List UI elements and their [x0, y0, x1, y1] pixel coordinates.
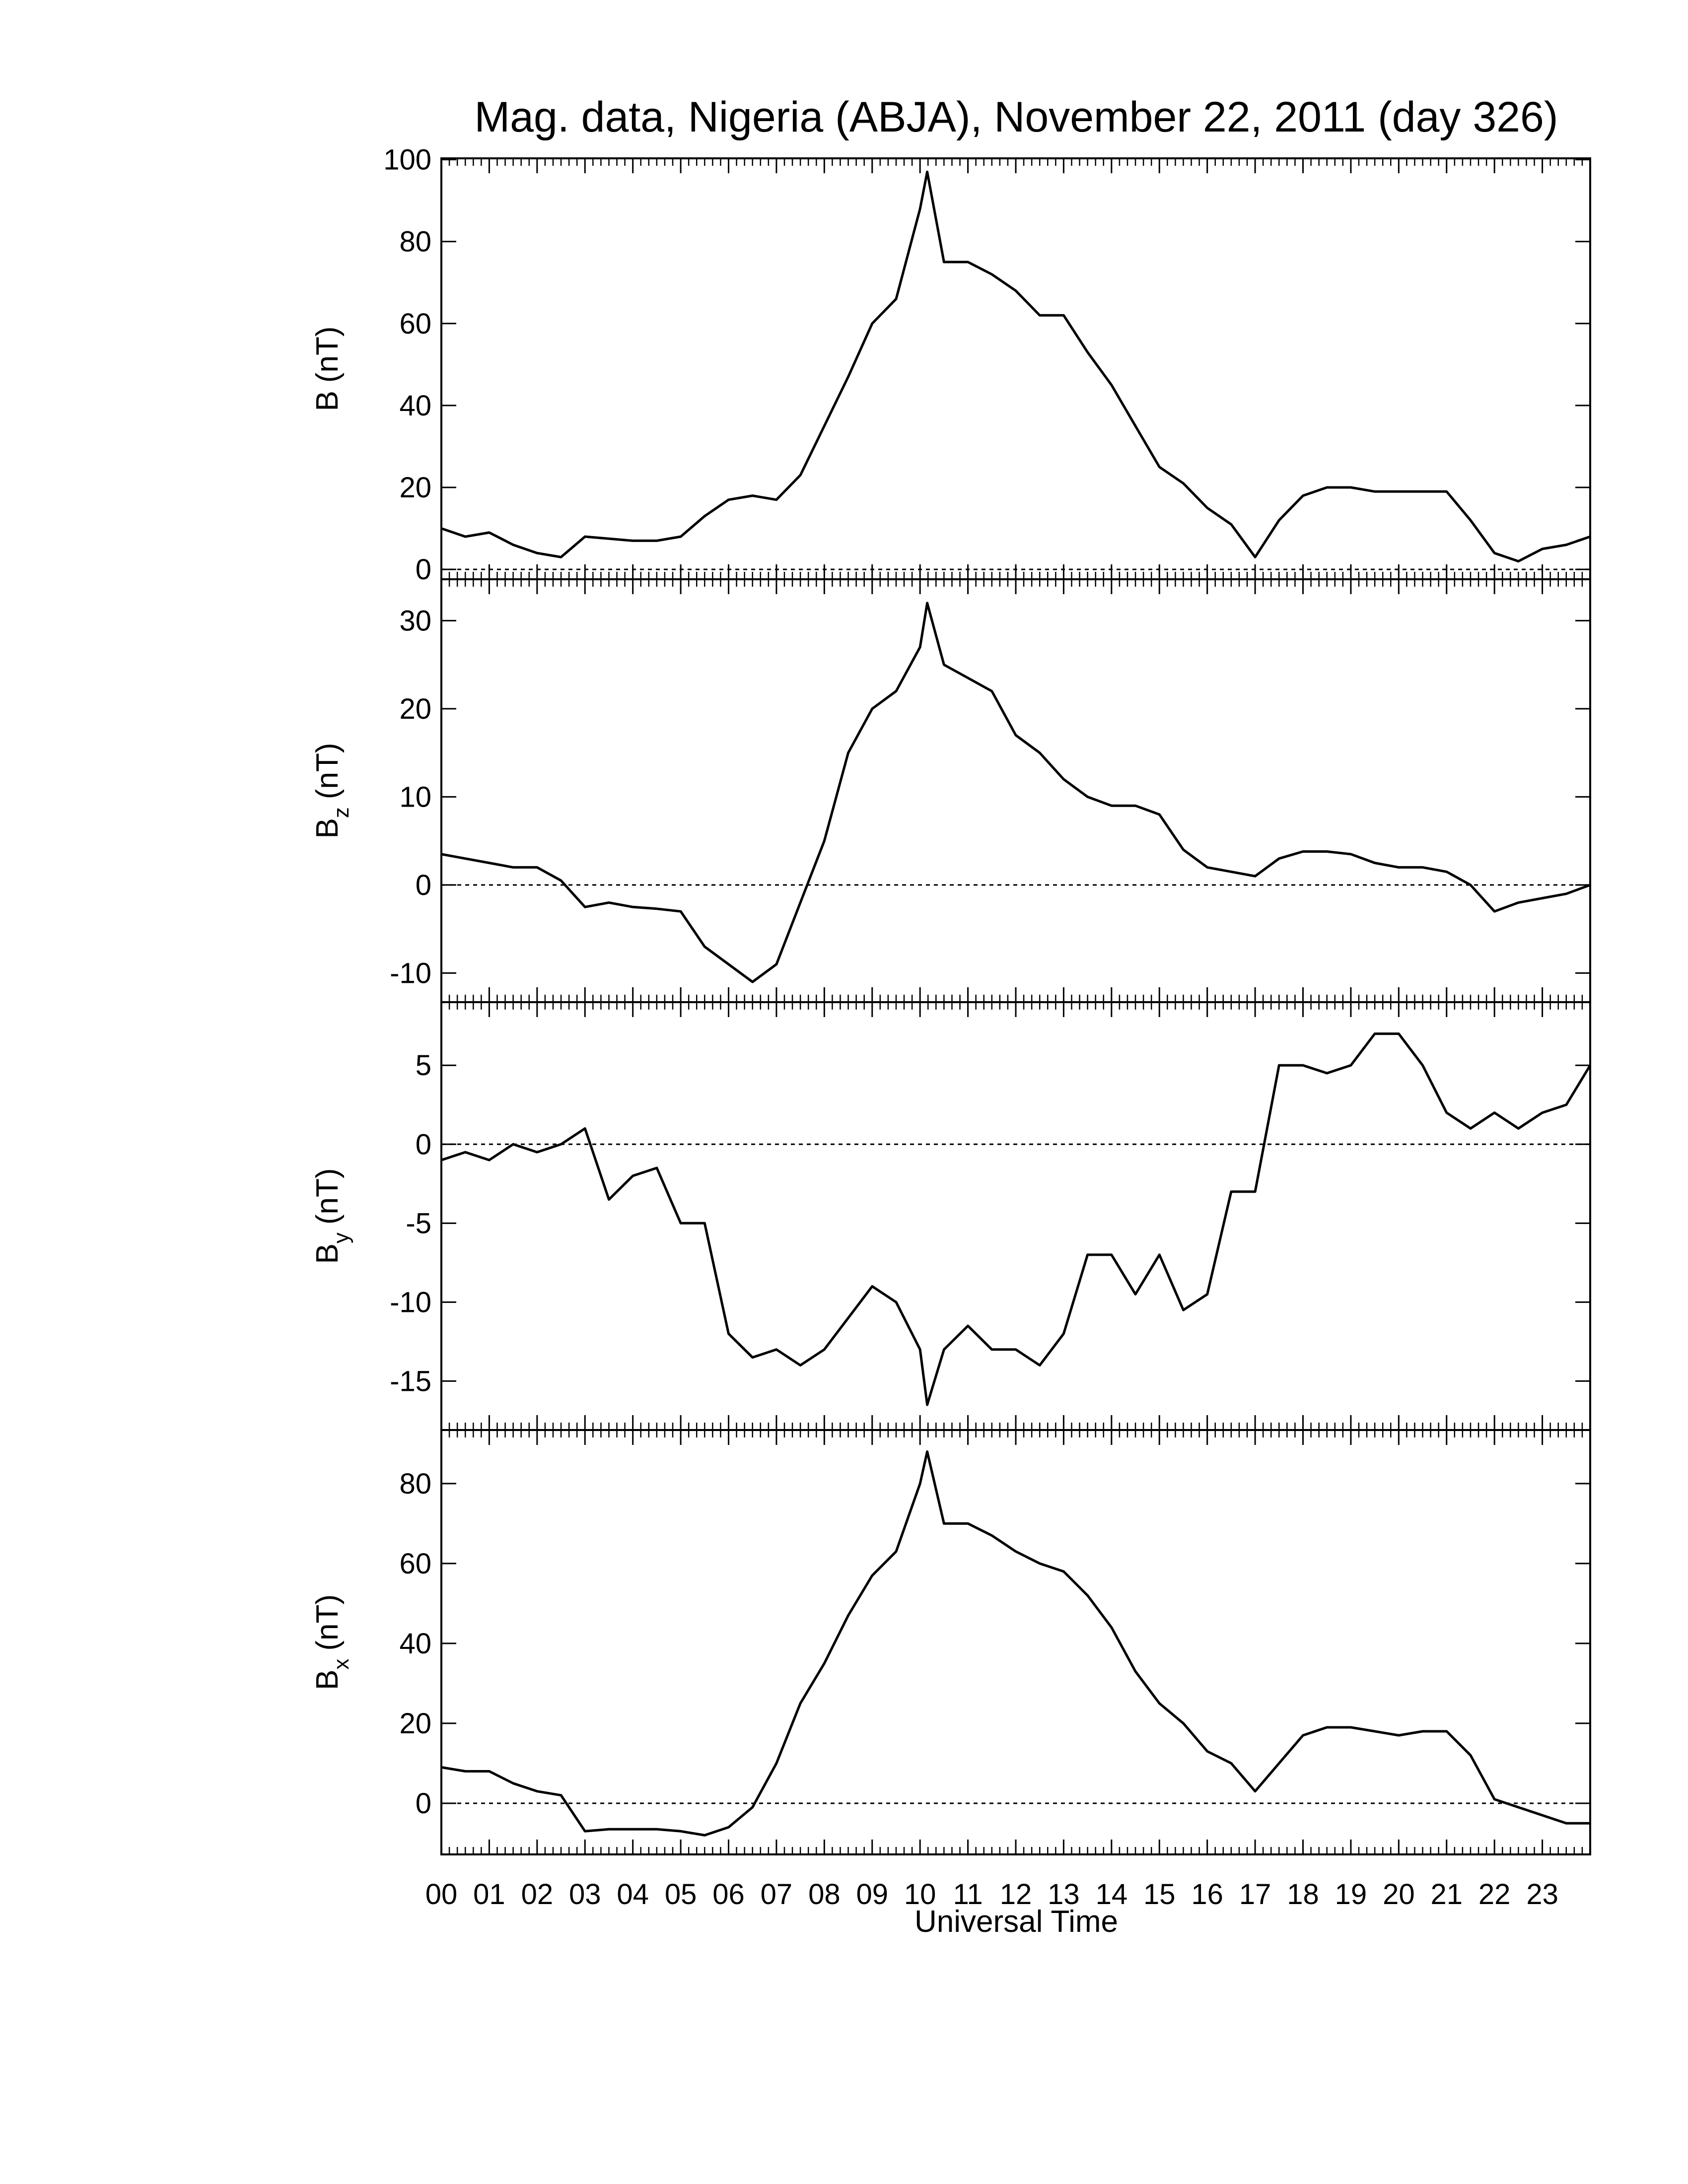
data-line — [441, 170, 1591, 563]
x-tick-label: 06 — [712, 1878, 745, 1911]
data-line — [441, 602, 1591, 983]
data-line — [441, 1450, 1590, 1837]
y-tick-label: -5 — [406, 1207, 431, 1239]
x-tick-label: 21 — [1430, 1878, 1463, 1911]
y-label-main: B — [310, 391, 345, 411]
y-label-unit: (nT) — [310, 1168, 345, 1225]
x-tick-label: 10 — [904, 1878, 936, 1911]
x-tick-label: 04 — [617, 1878, 649, 1911]
x-tick-label: 15 — [1143, 1878, 1176, 1911]
y-tick-label: 0 — [416, 1787, 431, 1820]
x-tick-label: 18 — [1287, 1878, 1319, 1911]
x-tick-label: 00 — [425, 1878, 458, 1911]
y-tick-label: 0 — [416, 869, 431, 901]
x-tick-label: 23 — [1526, 1878, 1558, 1911]
y-tick-label: -15 — [390, 1365, 431, 1397]
y-tick-label: 20 — [399, 472, 431, 504]
y-tick-label: -10 — [390, 1286, 431, 1318]
chart-title: Mag. data, Nigeria (ABJA), November 22, … — [475, 93, 1558, 141]
x-tick-label: 17 — [1239, 1878, 1271, 1911]
y-tick-label: 20 — [399, 1707, 431, 1740]
y-tick-label: 60 — [399, 308, 431, 340]
y-tick-label: -10 — [390, 957, 431, 989]
y-label-unit: (nT) — [310, 326, 345, 383]
y-label-main: B — [310, 1243, 345, 1264]
x-tick-label: 16 — [1191, 1878, 1223, 1911]
y-tick-label: 10 — [399, 781, 431, 813]
y-tick-label: 40 — [399, 390, 431, 422]
y-label-main: B — [310, 818, 345, 838]
x-tick-label: 11 — [953, 1878, 983, 1911]
y-axis-label: Bz (nT) — [310, 743, 353, 838]
x-tick-label: 19 — [1335, 1878, 1367, 1911]
y-tick-label: 20 — [399, 693, 431, 725]
x-tick-label: 12 — [1000, 1878, 1032, 1911]
y-tick-label: 60 — [399, 1548, 431, 1580]
x-tick-label: 13 — [1048, 1878, 1080, 1911]
x-axis-label: Universal Time — [914, 1905, 1118, 1939]
y-tick-label: 40 — [399, 1628, 431, 1660]
y-tick-label: 30 — [399, 605, 431, 637]
y-tick-label: 80 — [399, 226, 431, 258]
data-line — [441, 1032, 1592, 1406]
x-tick-label: 01 — [473, 1878, 505, 1911]
y-label-main: B — [310, 1670, 345, 1690]
x-tick-label: 02 — [521, 1878, 554, 1911]
y-label-sub: y — [329, 1232, 353, 1243]
y-tick-label: 100 — [383, 143, 431, 176]
y-label-unit: (nT) — [310, 1594, 345, 1651]
y-axis-label: B (nT) — [310, 326, 345, 411]
x-tick-label: 08 — [808, 1878, 841, 1911]
y-tick-label: 0 — [416, 1128, 431, 1160]
y-tick-label: 0 — [416, 553, 431, 586]
y-label-sub: x — [329, 1659, 353, 1670]
y-tick-label: 80 — [399, 1468, 431, 1500]
x-tick-label: 22 — [1478, 1878, 1511, 1911]
y-axis-label: By (nT) — [310, 1168, 353, 1264]
y-axis-label: Bx (nT) — [310, 1594, 353, 1690]
x-tick-label: 03 — [569, 1878, 601, 1911]
x-tick-label: 14 — [1096, 1878, 1128, 1911]
x-tick-label: 05 — [665, 1878, 697, 1911]
y-label-unit: (nT) — [310, 743, 345, 799]
y-tick-label: 5 — [416, 1049, 431, 1082]
x-tick-label: 20 — [1383, 1878, 1415, 1911]
x-tick-label: 09 — [856, 1878, 888, 1911]
y-label-sub: z — [329, 807, 353, 818]
x-tick-label: 07 — [761, 1878, 793, 1911]
